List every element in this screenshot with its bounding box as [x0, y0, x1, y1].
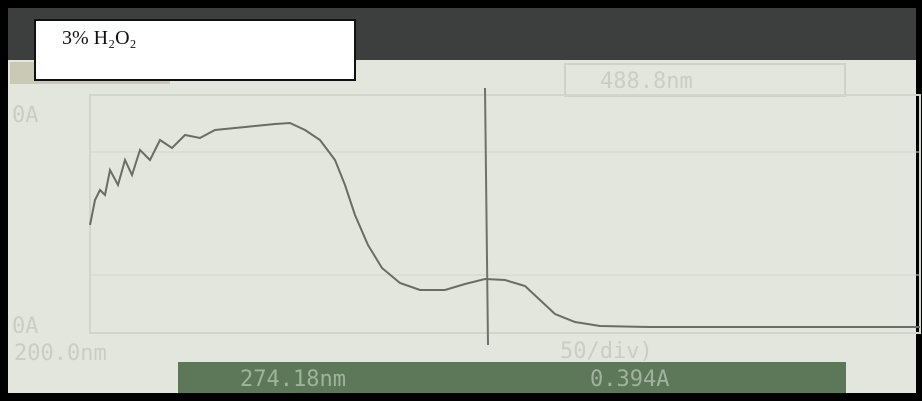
top-axis-label: 0A [12, 103, 39, 128]
sample-label: 3% H₂O₂ [62, 27, 137, 49]
status-wavelength: 274.18nm [240, 367, 346, 392]
photo: 488.8nm 0A 0A 200.0nm 50/div) 274.18nm 0… [0, 0, 922, 401]
scale: 50/div) [560, 339, 653, 364]
range-start: 200.0nm [14, 341, 107, 366]
range-end: 488.8nm [600, 69, 693, 94]
bottom-axis-label: 0A [12, 314, 39, 339]
page: 488.8nm 0A 0A 200.0nm 50/div) 274.18nm 0… [0, 0, 922, 401]
status-absorbance: 0.394A [590, 367, 669, 392]
